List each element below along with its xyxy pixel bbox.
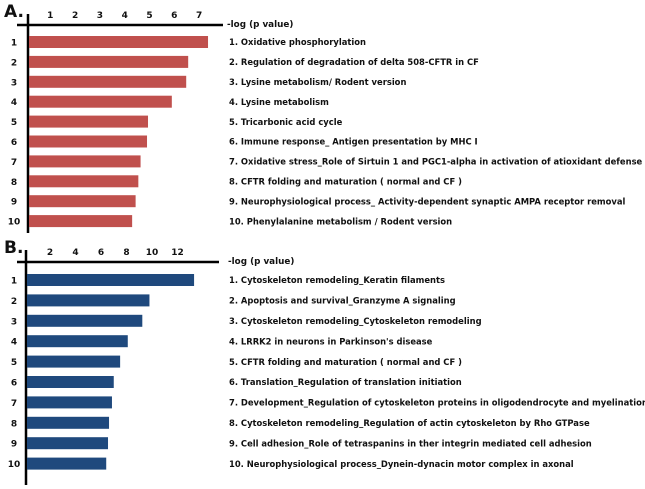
x-tick-label: 10 — [146, 248, 159, 258]
pathway-label: 2. Regulation of degradation of delta 50… — [229, 57, 479, 67]
bar — [29, 36, 209, 48]
pathway-label: 4. LRRK2 in neurons in Parkinson's disea… — [229, 336, 433, 346]
pathway-label: 8. CFTR folding and maturation ( normal … — [229, 177, 462, 187]
category-label: 7 — [11, 158, 17, 168]
bar — [29, 75, 187, 88]
category-label: 6 — [11, 138, 17, 148]
x-tick-label: 2 — [47, 248, 53, 258]
bar — [27, 396, 112, 409]
category-label: 1 — [11, 277, 17, 287]
pathway-label: 7. Development_Regulation of cytoskeleto… — [229, 398, 645, 408]
x-tick-label: 3 — [97, 11, 103, 21]
pathway-label: 10. Phenylalanine metabolism / Rodent ve… — [229, 216, 452, 226]
bar — [29, 175, 139, 188]
x-axis-label-a: -log (p value) — [227, 20, 293, 30]
bar — [27, 274, 195, 286]
pathway-label: 4. Lysine metabolism — [229, 97, 329, 107]
bar — [29, 135, 148, 148]
x-tick-label: 4 — [72, 248, 78, 258]
pathway-label: 7. Oxidative stress_Role of Sirtuin 1 an… — [229, 157, 645, 167]
category-label: 2 — [11, 297, 17, 307]
bar — [27, 376, 114, 388]
bar — [27, 457, 107, 470]
category-label: 1 — [11, 39, 17, 49]
pathway-label: 6. Translation_Regulation of translation… — [229, 377, 462, 387]
chart-panel-a: A. -log (p value) 1 2 3 4 5 6 7 1 1. Oxidative p… — [4, 2, 645, 233]
pathway-label: 8. Cytoskeleton remodeling_Regulation of… — [229, 418, 590, 428]
bar — [29, 55, 189, 68]
bar — [29, 115, 149, 128]
category-label: 10 — [8, 460, 21, 470]
category-label: 8 — [11, 419, 17, 429]
x-tick-label: 2 — [72, 11, 78, 21]
pathway-label: 3. Cytoskeleton remodeling_Cytoskeleton … — [229, 316, 482, 326]
bar — [27, 335, 128, 348]
x-tick-label: 7 — [196, 11, 202, 21]
bar — [29, 195, 136, 208]
pathway-label: 10. Neurophysiological process_Dynein-dy… — [229, 459, 574, 469]
category-label: 4 — [11, 98, 17, 108]
x-tick-label: 12 — [171, 248, 184, 258]
x-tick-label: 8 — [123, 248, 129, 258]
bar — [29, 215, 133, 228]
bar — [29, 95, 172, 108]
pathway-label: 1. Cytoskeleton remodeling_Keratin filam… — [229, 275, 445, 285]
bar — [27, 355, 121, 368]
panel-label-a: A. — [4, 2, 24, 22]
category-label: 5 — [11, 118, 17, 128]
pathway-label: 5. CFTR folding and maturation ( normal … — [229, 357, 462, 367]
bar — [27, 294, 150, 307]
pathway-label: 2. Apoptosis and survival_Granzyme A sig… — [229, 296, 456, 306]
pathway-label: 3. Lysine metabolism/ Rodent version — [229, 77, 406, 87]
category-label: 6 — [11, 379, 17, 389]
bar — [27, 437, 109, 450]
category-label: 9 — [11, 198, 17, 208]
bar — [27, 314, 143, 327]
category-label: 3 — [11, 78, 17, 88]
panel-label-b: B. — [4, 238, 23, 258]
chart-panel-b: B. -log (p value) 2 4 6 8 10 12 1 1. Cytoskelet… — [4, 238, 645, 485]
pathway-label: 9. Neurophysiological process_ Activity-… — [229, 196, 625, 206]
x-tick-label: 6 — [171, 11, 177, 21]
bar — [27, 416, 110, 429]
pathway-label: 6. Immune response_ Antigen presentation… — [229, 137, 478, 147]
category-label: 5 — [11, 358, 17, 368]
x-tick-label: 5 — [146, 11, 152, 21]
x-tick-label: 4 — [122, 11, 128, 21]
pathway-label: 5. Tricarbonic acid cycle — [229, 117, 343, 127]
category-label: 10 — [8, 218, 21, 228]
bar — [29, 155, 141, 168]
category-label: 3 — [11, 317, 17, 327]
x-tick-label: 1 — [47, 11, 53, 21]
pathway-label: 1. Oxidative phosphorylation — [229, 37, 366, 47]
category-label: 9 — [11, 440, 17, 450]
category-label: 8 — [11, 178, 17, 188]
pathway-label: 9. Cell adhesion_Role of tetraspanins in… — [229, 438, 592, 448]
category-label: 4 — [11, 338, 17, 348]
category-label: 2 — [11, 58, 17, 68]
category-label: 7 — [11, 399, 17, 409]
x-tick-label: 6 — [98, 248, 104, 258]
x-axis-label-b: -log (p value) — [228, 257, 294, 267]
